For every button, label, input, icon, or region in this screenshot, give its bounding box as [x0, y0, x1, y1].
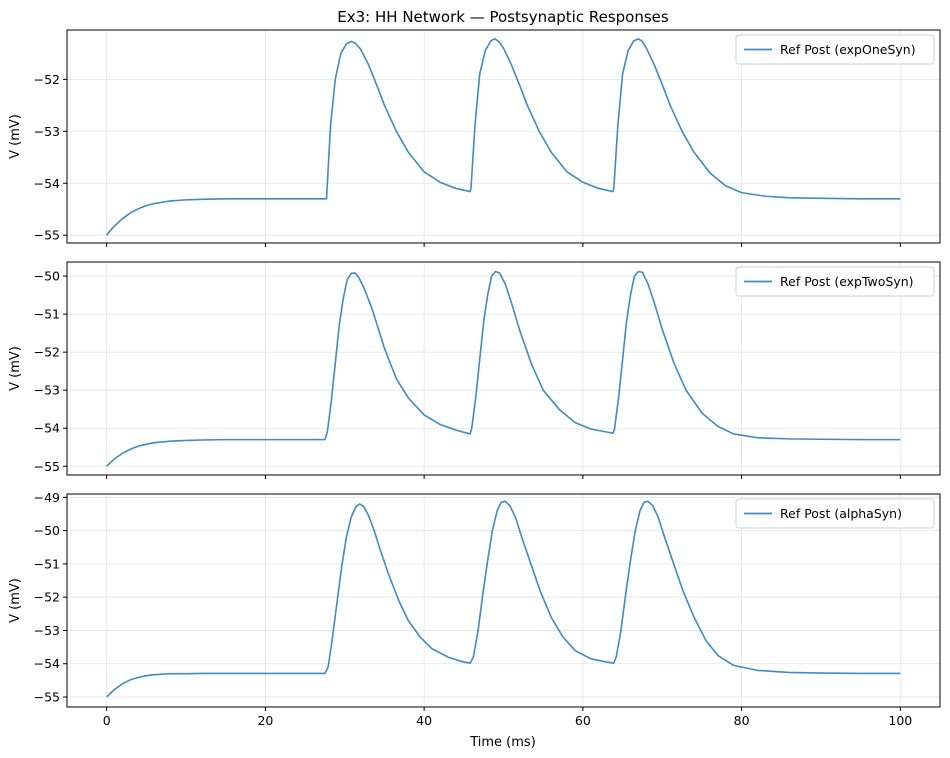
x-tick-label: 60 [575, 713, 591, 728]
legend: Ref Post (expOneSyn) [735, 34, 935, 65]
y-tick-label: −50 [34, 269, 60, 284]
legend-box [735, 34, 935, 65]
series-line [106, 500, 901, 698]
y-tick-label: −51 [34, 556, 60, 571]
y-axis-label: V (mV) [8, 114, 23, 159]
chart-title: Ex3: HH Network — Postsynaptic Responses [337, 8, 669, 26]
y-tick-label: −54 [34, 656, 60, 671]
axes-frame [66, 493, 941, 708]
legend-label: Ref Post (alphaSyn) [780, 506, 902, 521]
y-tick-label: −52 [34, 72, 60, 87]
axes-frame [66, 261, 941, 476]
y-tick-label: −52 [34, 345, 60, 360]
y-axis-label: V (mV) [8, 346, 23, 391]
y-tick-label: −53 [34, 124, 60, 139]
series-line [106, 270, 901, 467]
legend-box [735, 498, 935, 529]
x-tick-label: 40 [416, 713, 432, 728]
legend-label: Ref Post (expOneSyn) [780, 42, 916, 57]
y-tick-label: −50 [34, 523, 60, 538]
y-axis-label: V (mV) [8, 578, 23, 623]
series-line [106, 38, 901, 236]
axes-frame [66, 29, 941, 244]
y-tick-label: −49 [34, 490, 60, 505]
y-tick-label: −54 [34, 421, 60, 436]
legend: Ref Post (expTwoSyn) [735, 266, 935, 297]
panel-3: −55 −54 −53 −52 −51 −50 −49 0 20 40 60 80 100 V (mV) R… [8, 490, 941, 728]
panel-2: −55 −54 −53 −52 −51 −50 V (mV) Ref Post (expTwo… [8, 261, 941, 479]
panel-1: −55 −54 −53 −52 V (mV) Ref Post (expOneSyn) [8, 29, 941, 247]
legend-label: Ref Post (expTwoSyn) [780, 274, 914, 289]
y-tick-label: −54 [34, 176, 60, 191]
x-tick-label: 80 [734, 713, 750, 728]
x-axis-label: Time (ms) [469, 735, 536, 750]
panels: −55−54−53−52V (mV)Ref Post (expOneSyn)−5… [8, 29, 941, 728]
y-tick-label: −53 [34, 383, 60, 398]
legend-box [735, 266, 935, 297]
y-tick-label: −55 [34, 228, 60, 243]
y-tick-label: −51 [34, 307, 60, 322]
y-tick-label: −55 [34, 690, 60, 705]
x-tick-label: 20 [257, 713, 273, 728]
y-tick-label: −53 [34, 623, 60, 638]
x-tick-label: 0 [103, 713, 111, 728]
y-tick-label: −52 [34, 590, 60, 605]
x-tick-label: 100 [888, 713, 912, 728]
legend: Ref Post (alphaSyn) [735, 498, 935, 529]
y-tick-label: −55 [34, 459, 60, 474]
